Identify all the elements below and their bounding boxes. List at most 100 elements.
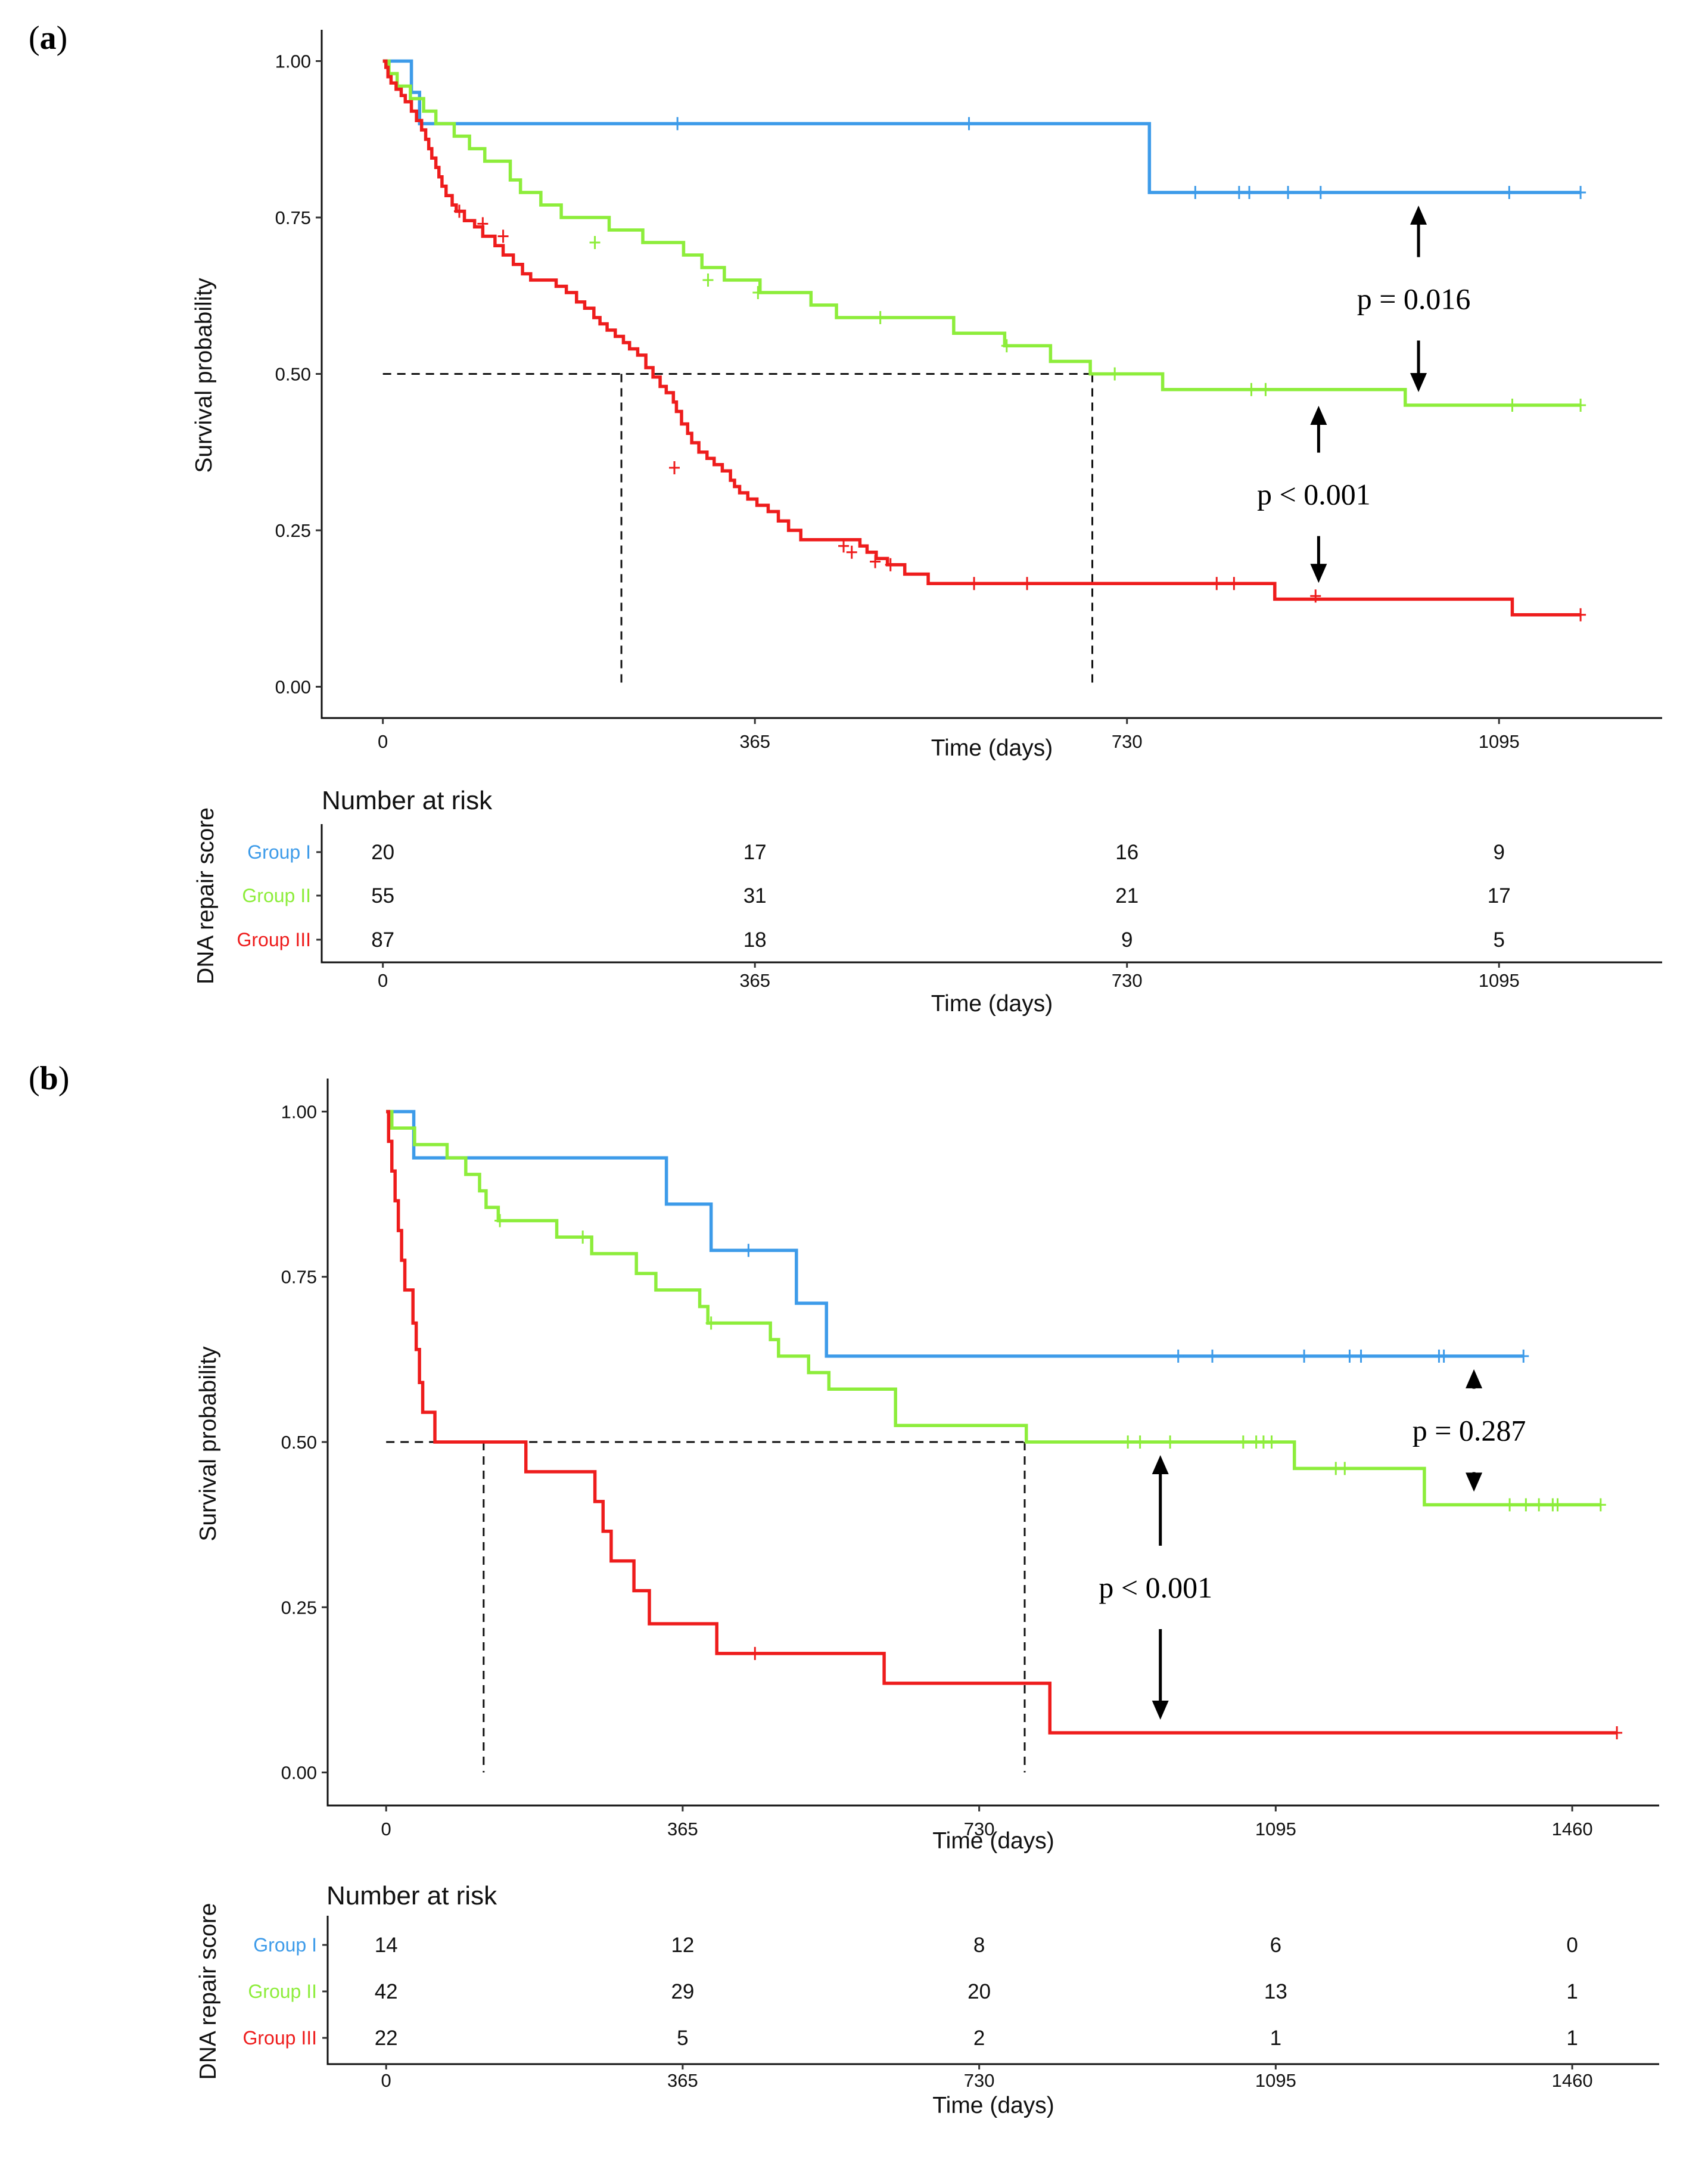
- censor-mark: [885, 558, 896, 571]
- censor-mark: [1533, 1498, 1545, 1512]
- risk-x-tick-label: 365: [667, 2070, 698, 2091]
- censor-mark: [1355, 1349, 1367, 1363]
- series-group-ii: [386, 1110, 1606, 1512]
- series-group-iii: [382, 59, 1586, 621]
- panel-label: (b): [29, 1060, 69, 1097]
- censor-mark: [1315, 186, 1326, 199]
- risk-x-tick-label: 730: [1112, 970, 1143, 991]
- x-tick-label: 0: [381, 1819, 391, 1839]
- arrow-down-head: [1310, 564, 1327, 583]
- risk-x-axis-label: Time (days): [931, 991, 1053, 1017]
- y-tick-label: 0.75: [275, 207, 311, 228]
- risk-count: 9: [1494, 841, 1505, 864]
- risk-count: 87: [371, 928, 394, 952]
- risk-row-group-label: Group III: [243, 2027, 318, 2049]
- risk-x-tick-label: 1095: [1255, 2070, 1296, 2091]
- risk-count: 14: [375, 1934, 398, 1957]
- risk-count: 5: [1494, 928, 1505, 952]
- arrow-down-head: [1466, 1472, 1483, 1492]
- censor-mark: [669, 461, 680, 474]
- censor-mark: [1299, 1349, 1310, 1363]
- censor-mark: [453, 204, 465, 218]
- arrow-up-head: [1152, 1455, 1169, 1474]
- censor-mark: [1330, 1462, 1342, 1475]
- survival-curve: [386, 1110, 1524, 1358]
- survival-curve: [382, 59, 1581, 194]
- risk-count: 17: [1488, 884, 1511, 908]
- censor-mark: [1244, 186, 1255, 199]
- censor-mark: [838, 539, 850, 553]
- risk-count: 17: [743, 841, 767, 864]
- arrow-up-head: [1410, 206, 1427, 225]
- risk-table-axes: [326, 1916, 1659, 2065]
- risk-count: 22: [375, 2027, 398, 2050]
- arrow-up-head: [1310, 406, 1327, 425]
- censor-mark: [875, 311, 886, 324]
- censor-mark: [1283, 186, 1294, 199]
- risk-count: 29: [671, 1980, 694, 2003]
- censor-mark: [1438, 1349, 1449, 1363]
- arrow-down-head: [1410, 373, 1427, 392]
- y-tick-label: 0.00: [275, 677, 311, 698]
- risk-count: 13: [1264, 1980, 1287, 2003]
- censor-mark: [1504, 186, 1515, 199]
- risk-count: 42: [375, 1980, 398, 2003]
- p-value-annotation: p = 0.016: [1357, 206, 1470, 392]
- risk-count: 12: [671, 1934, 694, 1957]
- risk-x-axis-label: Time (days): [932, 2093, 1054, 2118]
- survival-curve: [382, 59, 1581, 407]
- risk-count: 9: [1121, 928, 1133, 952]
- risk-count: 6: [1270, 1934, 1281, 1957]
- p-value-annotation: p < 0.001: [1099, 1455, 1212, 1720]
- censor-mark: [1165, 1435, 1176, 1449]
- x-axis-label: Time (days): [932, 1828, 1054, 1854]
- risk-count: 18: [743, 928, 767, 952]
- censor-mark: [1575, 399, 1586, 412]
- panel-b: (b)0.000.250.500.751.000 365 730 1095 1460Ti…: [29, 1060, 1659, 2118]
- censor-mark: [1122, 1435, 1134, 1449]
- y-tick-label: 0.50: [281, 1432, 317, 1453]
- censor-mark: [1595, 1498, 1606, 1512]
- p-value-annotation: p < 0.001: [1257, 406, 1371, 583]
- censor-mark: [589, 236, 601, 249]
- y-tick-label: 0.25: [275, 520, 311, 541]
- censor-mark: [1575, 186, 1586, 199]
- censor-mark: [1344, 1349, 1355, 1363]
- censor-mark: [494, 1214, 506, 1227]
- risk-table-title: Number at risk: [322, 786, 493, 815]
- risk-y-axis-label: DNA repair score: [195, 1903, 221, 2080]
- series-group-i: [386, 1110, 1529, 1363]
- series-group-ii: [382, 59, 1586, 412]
- risk-row-group-label: Group II: [242, 885, 311, 906]
- series-group-i: [382, 59, 1586, 199]
- panel-a: (a) 0.00 0.25 0.50 0.75 1.00 0 365 730 1095 Time (…: [29, 20, 1662, 1017]
- y-tick-label: 1.00: [275, 51, 311, 72]
- risk-count: 8: [973, 1934, 985, 1957]
- survival-curve: [382, 59, 1581, 617]
- y-tick-label: 0.50: [275, 364, 311, 385]
- p-value-label: p = 0.287: [1413, 1414, 1526, 1447]
- plot-axes: [326, 1079, 1659, 1807]
- risk-x-tick-label: 0: [381, 2070, 391, 2091]
- risk-count: 31: [743, 884, 767, 908]
- censor-mark: [1246, 383, 1257, 396]
- censor-mark: [749, 1646, 761, 1660]
- risk-count: 2: [973, 2027, 985, 2050]
- censor-mark: [1001, 339, 1012, 353]
- panel-label: (a): [29, 20, 67, 57]
- risk-table: Number at risk Group I 20 17 16 9 Group II 55 31…: [193, 786, 1662, 1017]
- p-value-label: p < 0.001: [1257, 478, 1371, 511]
- censor-mark: [672, 117, 683, 130]
- censor-mark: [577, 1230, 589, 1244]
- censor-mark: [1134, 1435, 1146, 1449]
- survival-curve: [386, 1110, 1601, 1507]
- risk-y-axis-label: DNA repair score: [193, 807, 219, 984]
- censor-mark: [1233, 186, 1245, 199]
- risk-count: 21: [1115, 884, 1138, 908]
- x-tick-label: 0: [378, 731, 388, 752]
- censor-mark: [752, 286, 764, 299]
- censor-mark: [1520, 1498, 1532, 1512]
- censor-mark: [1207, 1349, 1218, 1363]
